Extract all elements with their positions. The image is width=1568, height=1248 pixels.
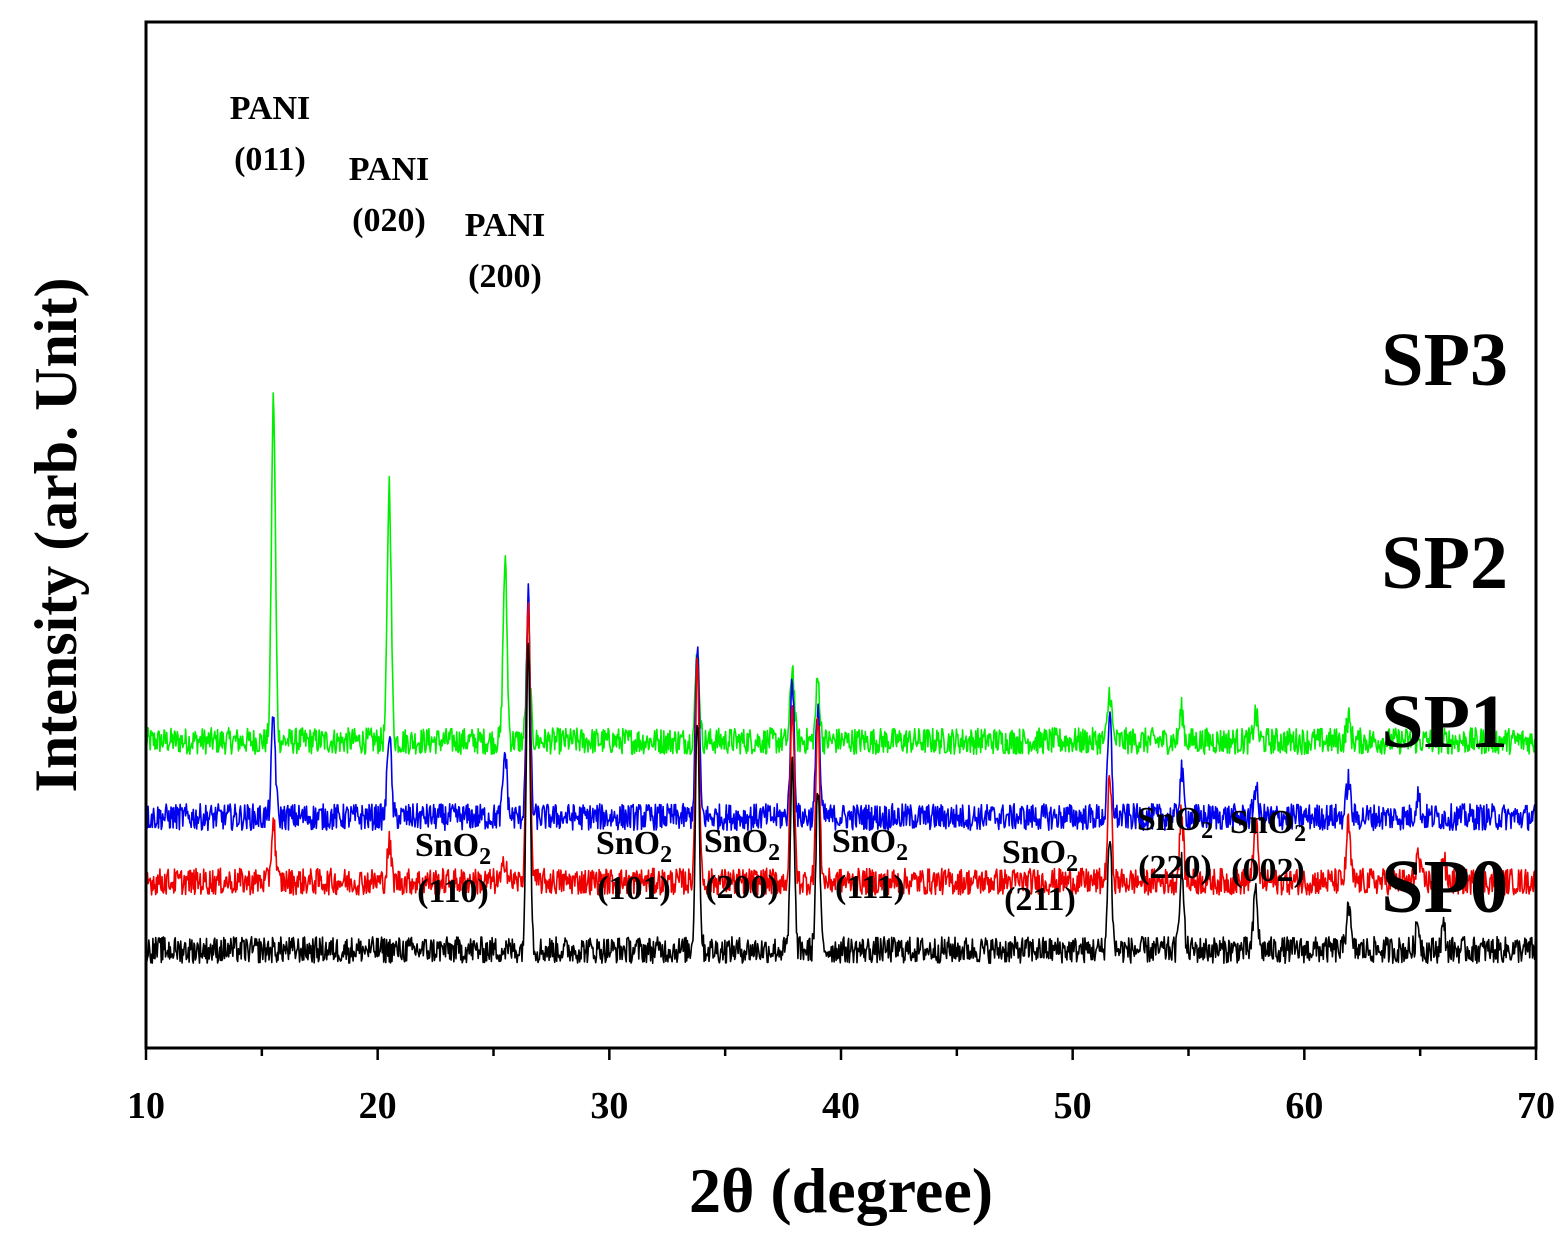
- pani-peak-label: PANI: [349, 151, 430, 188]
- sno2-peak-label: SnO2: [1137, 801, 1213, 844]
- pani-peak-label: PANI: [230, 90, 311, 127]
- series-label-sp3: SP3: [1381, 318, 1508, 402]
- x-tick-label: 10: [127, 1085, 165, 1127]
- x-tick-label: 50: [1054, 1085, 1092, 1127]
- x-tick-label: 40: [822, 1085, 860, 1127]
- x-ticks: 10 20 30 40 50 60 70: [127, 1048, 1555, 1127]
- x-axis-title: 2θ (degree): [689, 1155, 993, 1226]
- sno2-peak-label: SnO2: [1002, 834, 1078, 877]
- sno2-peak-hkl: (002): [1231, 852, 1305, 889]
- x-tick-label: 70: [1517, 1085, 1555, 1127]
- pani-peak-hkl: (020): [352, 202, 426, 239]
- x-tick-label: 60: [1285, 1085, 1323, 1127]
- sno2-peak-label: SnO2: [832, 823, 908, 866]
- series-line-sp2: [145, 583, 1537, 832]
- sno2-peak-hkl: (220): [1138, 849, 1212, 886]
- sno2-peak-label: SnO2: [1230, 804, 1306, 847]
- sno2-peak-label: SnO2: [596, 825, 672, 868]
- sno2-peak-hkl: (110): [417, 873, 489, 910]
- sno2-peak-label: SnO2: [704, 823, 780, 866]
- series-label-sp1: SP1: [1381, 680, 1508, 764]
- sno2-peak-hkl: (211): [1004, 881, 1076, 918]
- x-tick-label: 30: [590, 1085, 628, 1127]
- series-layer: [145, 392, 1537, 965]
- series-label-sp0: SP0: [1381, 845, 1508, 929]
- sno2-peak-hkl: (200): [705, 869, 779, 906]
- series-line-sp1: [145, 601, 1537, 896]
- series-line-sp3: [145, 392, 1537, 756]
- y-axis-title: Intensity (arb. Unit): [23, 277, 89, 792]
- pani-peak-hkl: (011): [234, 141, 306, 178]
- sno2-peak-label: SnO2: [415, 827, 491, 870]
- series-line-sp0: [145, 642, 1537, 965]
- sno2-peak-hkl: (111): [835, 869, 905, 906]
- sno2-peak-hkl: (101): [597, 870, 671, 907]
- pani-peak-hkl: (200): [468, 258, 542, 295]
- series-label-sp2: SP2: [1381, 521, 1508, 605]
- pani-peak-label: PANI: [465, 207, 546, 244]
- x-tick-label: 20: [359, 1085, 397, 1127]
